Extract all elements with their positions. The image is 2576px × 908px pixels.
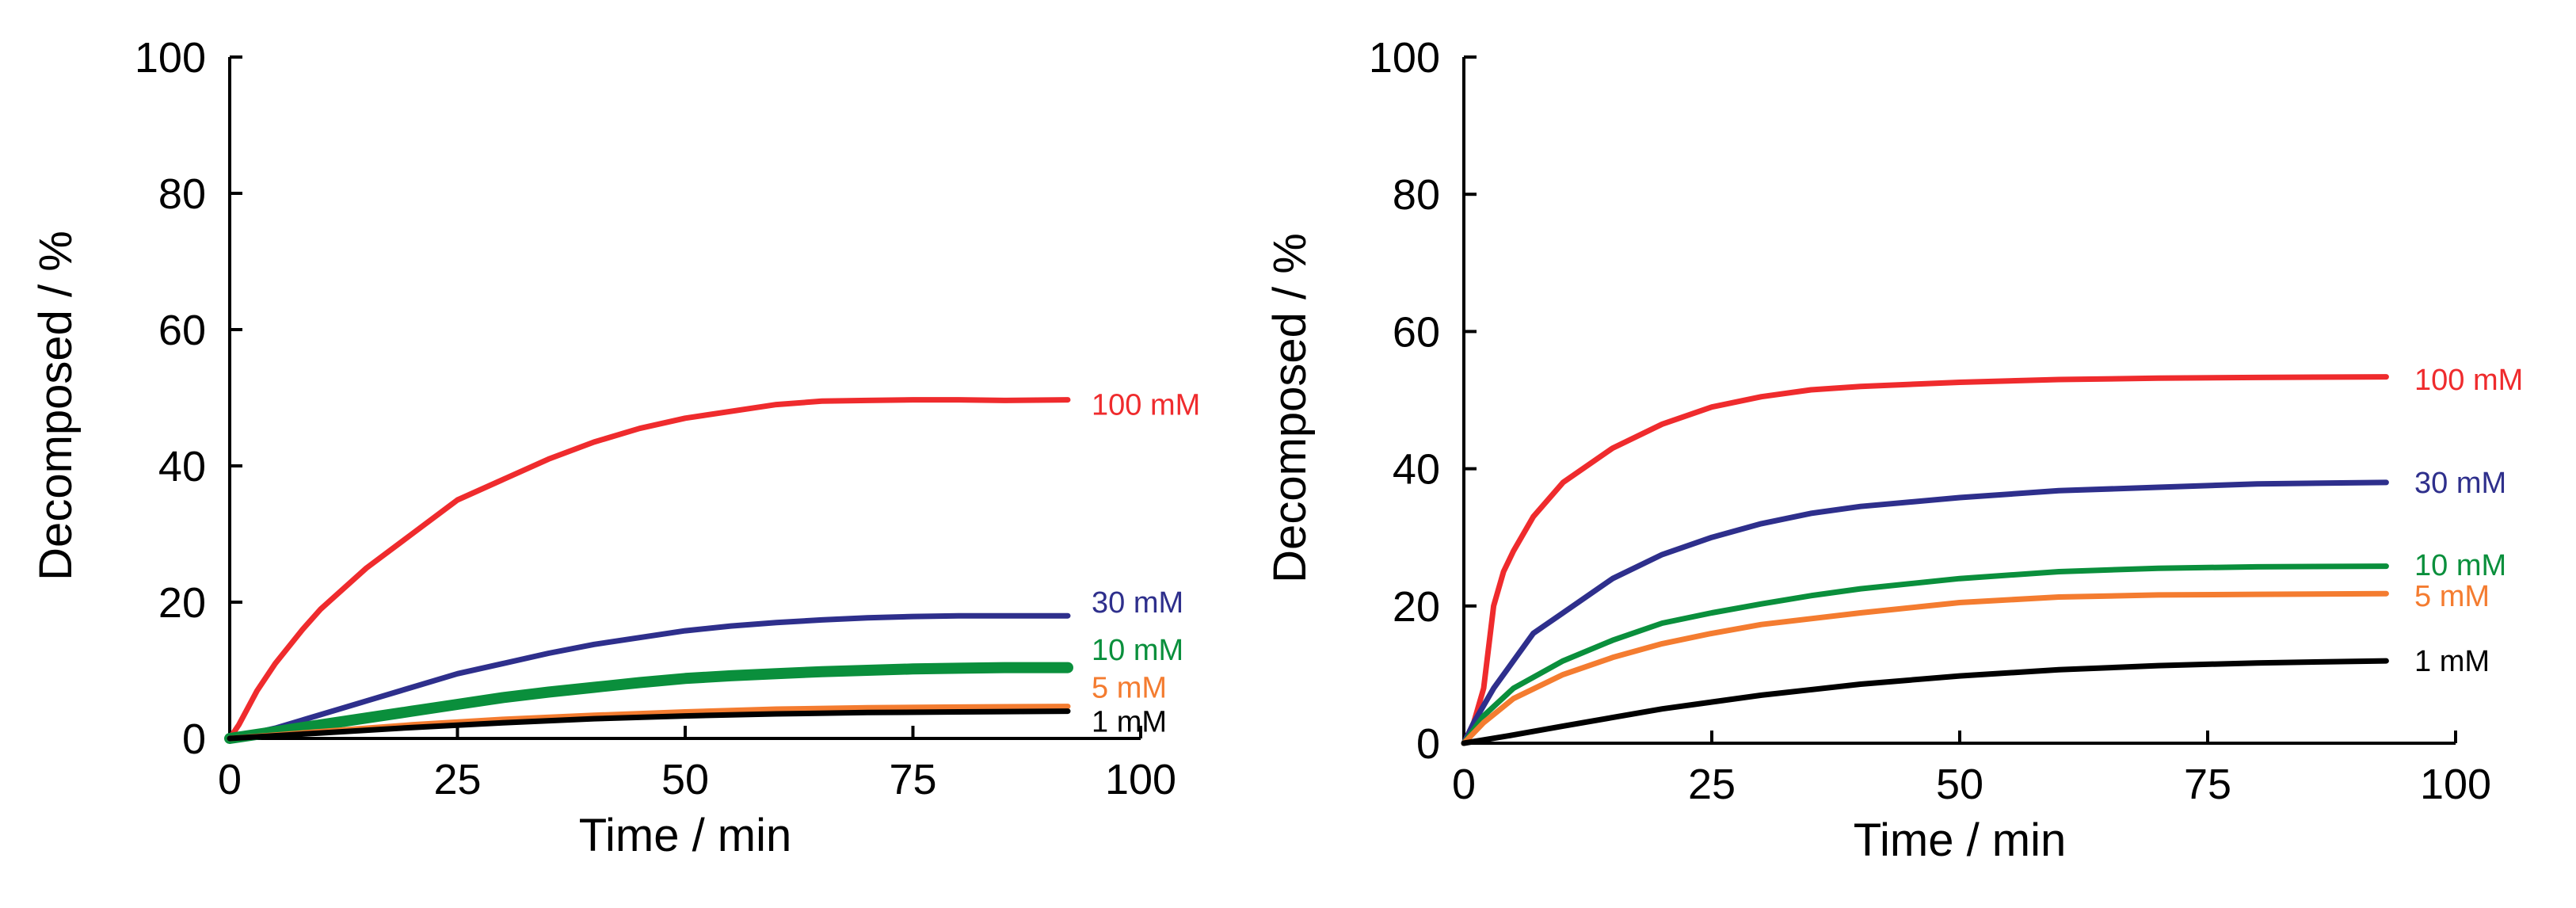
series-line-1-mm [1461,658,2389,746]
y-tick-label: 40 [158,443,206,490]
series-label: 10 mM [2414,549,2506,582]
x-tick-label: 50 [661,756,709,803]
series-label: 5 mM [1092,672,1167,705]
series-line-1-mm [227,708,1071,742]
series-label: 5 mM [2414,580,2490,613]
y-axis-label: Decomposed / % [30,231,82,581]
x-tick-label: 0 [1452,761,1476,808]
series-line-100-mm [227,397,1071,742]
series-label: 30 mM [2414,467,2506,500]
left-chart-panel: 0 20 40 60 80 100 0 25 50 75 100 Time / min Decompos… [30,34,1200,861]
series-line-10-mm [1461,563,2389,746]
y-tick-label: 40 [1393,446,1440,494]
x-axis-label: Time / min [579,810,792,861]
y-tick-label: 0 [182,715,206,763]
x-tick-label: 25 [433,756,481,803]
x-tick-label: 25 [1688,761,1736,808]
y-tick-label: 100 [135,34,206,82]
series-line-5-mm [1461,590,2389,746]
series-line-30-mm [227,612,1071,742]
x-tick-label: 100 [2420,761,2491,808]
y-tick-label: 20 [158,579,206,627]
y-axis-label: Decomposed / % [1264,233,1316,583]
series-label: 1 mM [1092,706,1167,739]
series-line-10-mm [224,662,1073,744]
y-tick-label: 0 [1416,720,1440,768]
series-label: 100 mM [1092,389,1200,422]
x-tick-label: 50 [1936,761,1983,808]
series-label: 100 mM [2414,364,2523,397]
y-tick-label: 20 [1393,583,1440,631]
y-tick-label: 80 [158,170,206,218]
x-tick-label: 100 [1105,756,1176,803]
x-tick-label: 75 [2184,761,2231,808]
y-tick-label: 100 [1369,34,1440,82]
series-label: 10 mM [1092,634,1183,667]
series-label: 1 mM [2414,645,2490,678]
right-chart-panel: 0 20 40 60 80 100 0 25 50 75 100 Time / min Decompos… [1264,34,2523,866]
x-tick-label: 0 [218,756,242,803]
y-tick-label: 60 [1393,308,1440,356]
series-label: 30 mM [1092,586,1183,620]
x-tick-label: 75 [889,756,936,803]
y-tick-label: 80 [1393,171,1440,219]
x-axis-label: Time / min [1854,815,2067,866]
series-line-100-mm [1461,374,2389,746]
y-tick-label: 60 [158,307,206,354]
series-line-30-mm [1461,479,2389,746]
